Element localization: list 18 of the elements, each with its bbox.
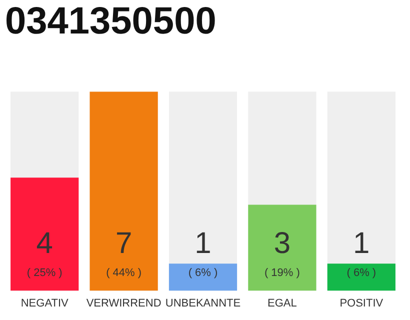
x-tick-label: VERWIRREND: [86, 297, 162, 310]
data-label: ( 19% ): [264, 266, 300, 279]
data-label: ( 25% ): [26, 266, 62, 279]
bar: [327, 264, 396, 291]
x-tick-label: POSITIV: [340, 297, 384, 310]
chart-title: 0341350500: [5, 0, 216, 42]
data-label: ( 44% ): [106, 266, 142, 279]
annotation: 1: [194, 227, 212, 260]
annotation: 3: [274, 227, 291, 260]
x-tick-label: NEGATIV: [20, 297, 69, 310]
bar: [168, 264, 238, 291]
x-tick-label: UNBEKANNTE: [165, 297, 241, 310]
x-tick-label: EGAL: [268, 297, 297, 310]
data-label: ( 6% ): [346, 266, 376, 279]
annotation: 7: [115, 227, 132, 260]
annotation: 1: [353, 227, 370, 260]
data-label: ( 6% ): [188, 266, 218, 279]
annotation: 4: [36, 227, 53, 260]
